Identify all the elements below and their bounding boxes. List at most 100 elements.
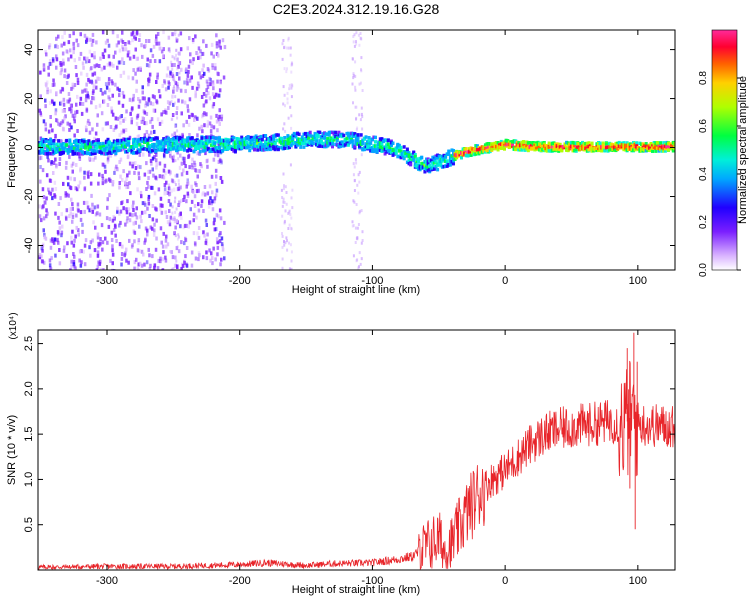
spectrogram-noise-cell [82, 200, 86, 205]
spectrogram-signal-cell [475, 144, 479, 148]
spectrogram-noise-cell [136, 113, 139, 118]
spectrogram-noise-cell [111, 248, 114, 253]
spectrogram-noise-cell [161, 203, 164, 208]
spectrogram-noise-cell [151, 156, 155, 161]
spectrogram-noise-cell [106, 103, 110, 107]
spectrogram-noise-cell [69, 186, 73, 191]
spectrogram-noise-cell [109, 153, 113, 158]
spectrogram-streak-cell [174, 210, 177, 214]
spectrogram-signal-cell [272, 144, 276, 149]
spectrogram-signal-cell [157, 140, 161, 144]
spectrogram-streak-cell [176, 116, 179, 120]
spectrogram-noise-cell [155, 80, 158, 84]
spectrogram-signal-cell [270, 142, 274, 147]
spectrogram-streak-cell [282, 200, 285, 204]
snr-x-label: Height of straight line (km) [292, 584, 420, 596]
spectrogram-signal-cell [38, 143, 41, 147]
spectrogram-signal-cell [181, 145, 185, 149]
spectrogram-signal-cell [268, 144, 272, 148]
spectrogram-streak-cell [173, 57, 176, 61]
spectrogram-signal-cell [318, 144, 322, 148]
spectrogram-noise-cell [200, 203, 203, 208]
spectrogram-signal-cell [155, 139, 159, 143]
spectrogram-noise-cell [89, 181, 93, 186]
spectrogram-noise-cell [122, 206, 125, 211]
spectrogram-noise-cell [93, 136, 96, 141]
spectrogram-noise-cell [218, 159, 222, 163]
spectrogram-noise-cell [211, 80, 215, 85]
spectrogram-streak-cell [361, 239, 364, 242]
spectrogram-signal-cell [589, 144, 592, 148]
spectrogram-noise-cell [49, 61, 53, 66]
spectrogram-noise-cell [51, 239, 55, 244]
spectrogram-noise-cell [70, 240, 73, 245]
spectrogram-signal-cell [638, 141, 642, 146]
spectrogram-noise-cell [190, 199, 194, 204]
spectrogram-noise-cell [132, 68, 135, 73]
spectrogram-noise-cell [166, 242, 170, 247]
spectrogram-noise-cell [138, 126, 141, 131]
spectrogram-signal-cell [370, 137, 374, 141]
spectrogram-signal-cell [186, 143, 190, 147]
spectrogram-signal-cell [85, 142, 89, 146]
spectrogram-signal-cell [339, 144, 342, 149]
spectrogram-x-axis: -300 -200 -100 0 100 [96, 30, 647, 287]
spectrogram-noise-cell [149, 59, 152, 64]
spectrogram-y-tick-label: 0 [23, 144, 35, 150]
spectrogram-signal-cell [93, 149, 97, 153]
spectrogram-signal-cell [614, 142, 618, 146]
spectrogram-noise-cell [76, 81, 80, 85]
spectrogram-noise-cell [128, 161, 132, 166]
spectrogram-signal-cell [585, 141, 589, 146]
spectrogram-signal-cell [498, 145, 502, 149]
spectrogram-signal-cell [410, 156, 414, 160]
spectrogram-noise-cell [180, 215, 183, 220]
spectrogram-noise-cell [220, 242, 224, 247]
spectrogram-signal-cell [358, 143, 362, 148]
spectrogram-noise-cell [69, 176, 73, 181]
spectrogram-streak-cell [360, 257, 363, 261]
spectrogram-noise-cell [178, 213, 181, 218]
spectrogram-noise-cell [102, 268, 105, 270]
spectrogram-signal-cell [87, 142, 91, 147]
spectrogram-noise-cell [162, 175, 166, 180]
spectrogram-noise-cell [174, 81, 178, 86]
spectrogram-signal-cell [663, 149, 667, 153]
spectrogram-signal-cell [49, 151, 53, 156]
spectrogram-noise-cell [137, 134, 141, 139]
spectrogram-noise-cell [53, 101, 56, 106]
spectrogram-noise-cell [44, 127, 48, 132]
spectrogram-noise-cell [178, 76, 181, 81]
spectrogram-signal-cell [119, 140, 123, 144]
spectrogram-signal-cell [657, 149, 661, 153]
spectrogram-y-label: Frequency (Hz) [6, 112, 18, 188]
spectrogram-signal-cell [597, 144, 600, 148]
spectrogram-noise-cell [184, 254, 187, 259]
spectrogram-noise-cell [166, 66, 170, 71]
spectrogram-signal-cell [65, 143, 69, 147]
spectrogram-noise-cell [130, 244, 134, 249]
colorbar-tick-label: 0.6 [698, 119, 709, 133]
spectrogram-signal-cell [221, 148, 225, 153]
spectrogram-noise-cell [125, 219, 129, 224]
spectrogram-streak-cell [353, 178, 356, 182]
spectrogram-signal-cell [302, 145, 306, 149]
spectrogram-signal-cell [506, 139, 510, 143]
spectrogram-noise-cell [154, 247, 158, 252]
spectrogram-signal-cell [625, 141, 629, 145]
spectrogram-signal-cell [224, 145, 228, 149]
spectrogram-signal-cell [216, 146, 220, 150]
colorbar-gradient [711, 29, 738, 271]
spectrogram-noise-cell [131, 213, 134, 218]
spectrogram-streak-cell [176, 38, 179, 42]
spectrogram-signal-cell [227, 141, 231, 145]
spectrogram-signal-cell [420, 155, 424, 160]
spectrogram-signal-cell [60, 151, 64, 155]
spectrogram-signal-cell [436, 156, 440, 160]
spectrogram-noise-cell [186, 191, 190, 196]
spectrogram-signal-cell [235, 140, 239, 144]
spectrogram-noise-cell [178, 165, 182, 170]
spectrogram-signal-cell [335, 143, 339, 147]
spectrogram-noise-cell [141, 90, 144, 95]
